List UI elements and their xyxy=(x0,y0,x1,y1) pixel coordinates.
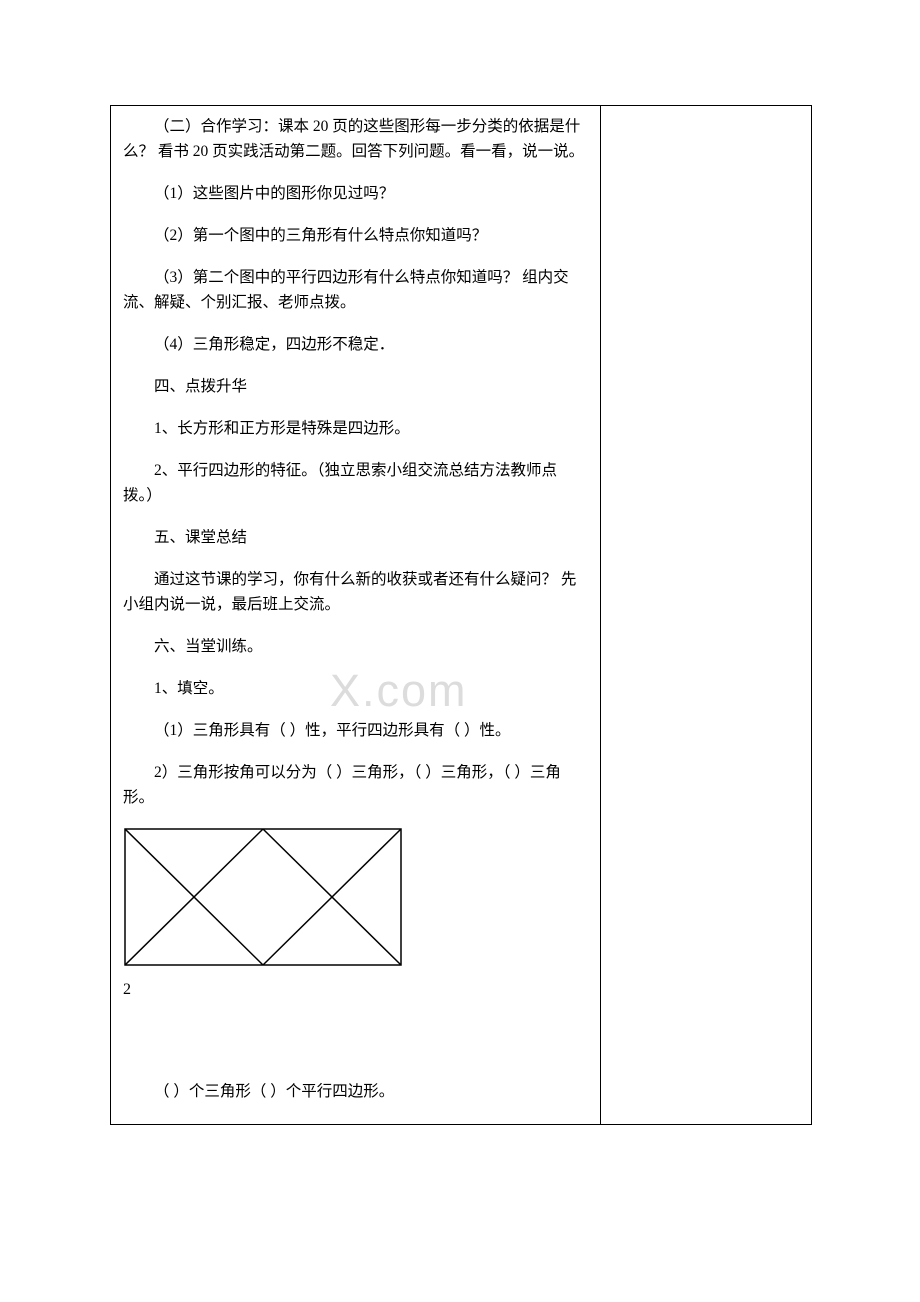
paragraph-q2: （2）第一个图中的三角形有什么特点你知道吗？ xyxy=(123,223,588,248)
page-container: （二）合作学习：课本 20 页的这些图形每一步分类的依据是什么？ 看书 20 页… xyxy=(0,0,920,1175)
triangle-diagram-svg xyxy=(123,827,403,967)
paragraph-q4: （4）三角形稳定，四边形不稳定． xyxy=(123,332,588,357)
paragraph-number2: 2 xyxy=(123,977,588,1002)
paragraph-q3: （3）第二个图中的平行四边形有什么特点你知道吗？ 组内交流、解疑、个别汇报、老师… xyxy=(123,265,588,315)
paragraph-point2: 2、平行四边形的特征。（独立思索小组交流总结方法教师点拨。） xyxy=(123,458,588,508)
right-column xyxy=(601,106,811,1124)
paragraph-exercise1: 1、填空。 xyxy=(123,676,588,701)
paragraph-point1: 1、长方形和正方形是特殊是四边形。 xyxy=(123,416,588,441)
geometric-diagram xyxy=(123,827,588,967)
paragraph-section6: 六、当堂训练。 xyxy=(123,634,588,659)
content-table: （二）合作学习：课本 20 页的这些图形每一步分类的依据是什么？ 看书 20 页… xyxy=(110,105,812,1125)
paragraph-blank2: 2）三角形按角可以分为（ ）三角形，（ ）三角形，（ ）三角形。 xyxy=(123,760,588,810)
paragraph-section5: 五、课堂总结 xyxy=(123,525,588,550)
paragraph-count: （ ）个三角形（ ）个平行四边形。 xyxy=(123,1079,588,1104)
paragraph-blank1: （1）三角形具有（ ）性，平行四边形具有（ ）性。 xyxy=(123,718,588,743)
paragraph-summary: 通过这节课的学习，你有什么新的收获或者还有什么疑问？ 先小组内说一说，最后班上交… xyxy=(123,567,588,617)
paragraph-intro: （二）合作学习：课本 20 页的这些图形每一步分类的依据是什么？ 看书 20 页… xyxy=(123,114,588,164)
left-column: （二）合作学习：课本 20 页的这些图形每一步分类的依据是什么？ 看书 20 页… xyxy=(111,106,601,1124)
paragraph-q1: （1）这些图片中的图形你见过吗？ xyxy=(123,181,588,206)
paragraph-section4: 四、点拨升华 xyxy=(123,374,588,399)
